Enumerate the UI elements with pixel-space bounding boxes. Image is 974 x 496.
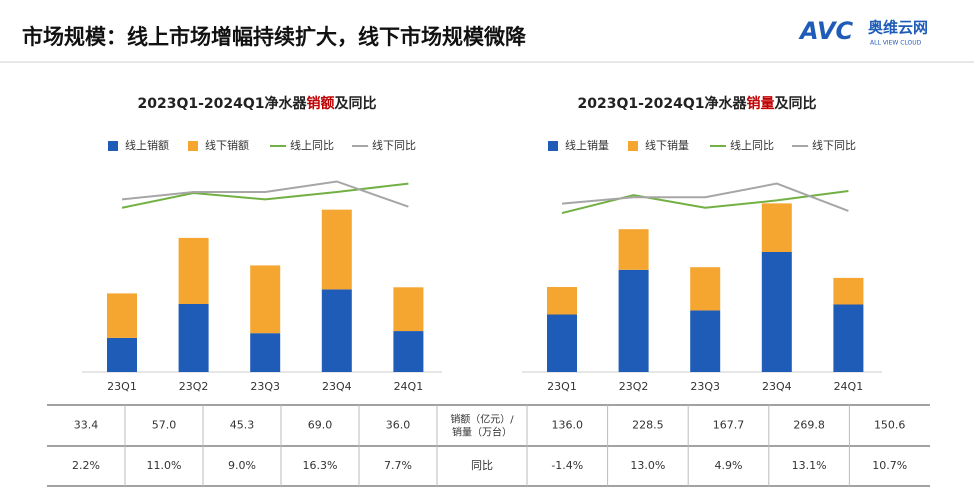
row-header-line: 销额（亿元）/ <box>450 413 514 426</box>
table-cell: 45.3 <box>230 419 255 432</box>
x-tick-label: 23Q3 <box>250 380 280 393</box>
bar-segment <box>178 237 209 304</box>
legend-label: 线下同比 <box>812 138 856 152</box>
row-header-line: 销量（万台） <box>452 426 512 439</box>
table-cell: 167.7 <box>713 419 745 432</box>
x-tick-label: 23Q1 <box>107 380 137 393</box>
table-cell: 69.0 <box>308 419 333 432</box>
table-cell: 136.0 <box>552 419 584 432</box>
logo-cn: 奥维云网 <box>868 19 928 37</box>
chart-title: 2023Q1-2024Q1净水器销量及同比 <box>577 95 816 112</box>
legend-swatch <box>548 141 558 151</box>
legend-label: 线上同比 <box>730 138 774 152</box>
bar-segment <box>547 287 577 315</box>
title-part: 及同比 <box>335 95 377 112</box>
table-cell: 57.0 <box>152 419 177 432</box>
table-cell: 36.0 <box>386 419 411 432</box>
legend-label: 线上销额 <box>125 138 169 152</box>
legend-label: 线下同比 <box>372 138 416 152</box>
chart-title: 2023Q1-2024Q1净水器销额及同比 <box>137 95 376 112</box>
table-cell: 9.0% <box>228 459 256 472</box>
x-tick-label: 23Q4 <box>762 380 792 393</box>
table-cell: 7.7% <box>384 459 412 472</box>
legend-swatch <box>108 141 118 151</box>
legend-label: 线下销额 <box>205 138 249 152</box>
table-cell: 269.8 <box>793 419 825 432</box>
bar-segment <box>618 269 649 372</box>
legend-label: 线上同比 <box>290 138 334 152</box>
title-part: 及同比 <box>775 95 817 112</box>
x-tick-label: 23Q2 <box>179 380 209 393</box>
bar-segment <box>618 229 649 270</box>
bar-segment <box>761 252 792 372</box>
x-tick-label: 23Q1 <box>547 380 577 393</box>
slide-title: 市场规模：线上市场增幅持续扩大，线下市场规模微降 <box>22 25 527 49</box>
bar-segment <box>250 265 281 334</box>
title-part: 销量 <box>747 95 775 112</box>
title-part: 销额 <box>307 95 335 112</box>
table-cell: -1.4% <box>551 459 583 472</box>
title-part: 2023Q1-2024Q1净水器 <box>137 95 307 112</box>
bar-segment <box>250 333 281 372</box>
x-tick-label: 23Q3 <box>690 380 720 393</box>
table-cell: 2.2% <box>72 459 100 472</box>
table-cell: 13.0% <box>630 459 665 472</box>
legend-label: 线下销量 <box>645 138 689 152</box>
line-series <box>561 182 849 212</box>
bar-segment <box>321 289 352 372</box>
x-tick-label: 24Q1 <box>834 380 864 393</box>
logo: AVC <box>798 17 854 45</box>
table-cell: 228.5 <box>632 419 664 432</box>
row-header: 销额（亿元）/销量（万台） <box>450 413 514 439</box>
bar-segment <box>761 203 792 252</box>
legend-swatch <box>628 141 638 151</box>
line-series <box>121 180 409 208</box>
table-cell: 4.9% <box>715 459 743 472</box>
table-cell: 10.7% <box>872 459 907 472</box>
line-series <box>561 189 849 215</box>
bar-segment <box>178 304 209 372</box>
table-cell: 16.3% <box>303 459 338 472</box>
bar-segment <box>833 304 864 372</box>
bar-segment <box>107 293 137 338</box>
title-part: 2023Q1-2024Q1净水器 <box>577 95 747 112</box>
bar-segment <box>393 331 424 372</box>
table-cell: 13.1% <box>792 459 827 472</box>
legend-swatch <box>188 141 198 151</box>
x-tick-label: 23Q2 <box>619 380 649 393</box>
bar-segment <box>321 209 352 290</box>
bar-segment <box>547 314 577 372</box>
bar-segment <box>690 267 721 311</box>
table-cell: 11.0% <box>147 459 182 472</box>
logo-en: ALL VIEW CLOUD <box>870 40 922 47</box>
bar-segment <box>393 287 424 332</box>
x-tick-label: 24Q1 <box>394 380 424 393</box>
bar-segment <box>107 337 137 372</box>
row-header: 同比 <box>471 459 493 472</box>
legend-label: 线上销量 <box>565 138 609 152</box>
table-cell: 150.6 <box>874 419 906 432</box>
bar-segment <box>833 277 864 305</box>
bar-segment <box>690 310 721 372</box>
table-cell: 33.4 <box>74 419 99 432</box>
x-tick-label: 23Q4 <box>322 380 352 393</box>
